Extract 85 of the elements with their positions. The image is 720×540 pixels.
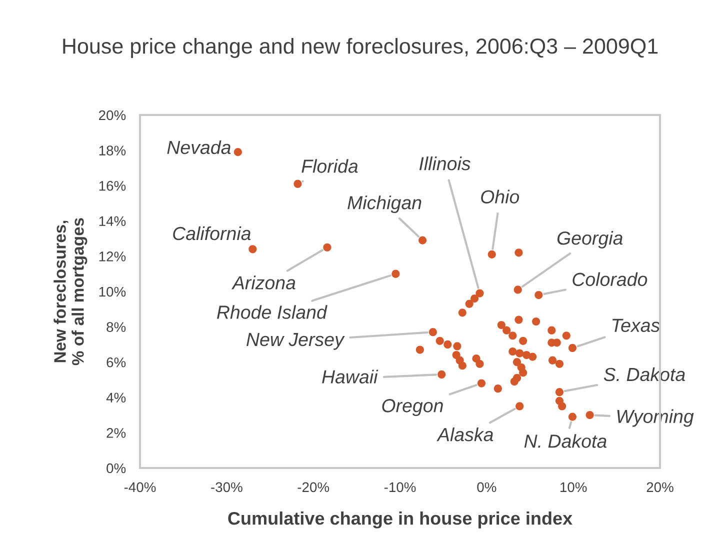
point — [519, 336, 528, 345]
annotation: Texas — [612, 318, 660, 332]
point — [465, 300, 474, 308]
point — [477, 379, 486, 388]
point — [534, 290, 543, 300]
point — [516, 349, 524, 358]
point — [436, 336, 444, 345]
point — [586, 411, 594, 420]
point — [453, 342, 462, 350]
point — [444, 340, 452, 348]
chart-title: House price change and new foreclosures, 2006:Q3 – 2009Q1 — [63, 38, 658, 58]
annotation: Arizona — [231, 276, 296, 290]
annotation: Michigan — [348, 196, 422, 214]
x-tick-label: -10% — [384, 482, 416, 492]
annotation: Illinois — [419, 156, 470, 170]
x-tick-label: -20% — [298, 482, 330, 492]
point — [548, 326, 556, 334]
point — [528, 352, 537, 361]
point — [294, 180, 302, 188]
point — [514, 248, 523, 257]
point — [532, 317, 540, 326]
y-tick-label: 0% — [106, 463, 126, 474]
annotation: N. Dakota — [524, 434, 607, 448]
annotation: California — [173, 226, 251, 240]
annotation: Oregon — [382, 399, 443, 416]
point — [497, 320, 506, 330]
point — [568, 344, 577, 352]
x-tick-label: 20% — [646, 482, 674, 492]
point — [519, 368, 528, 377]
x-axis-title: Cumulative change in house price index — [228, 512, 572, 528]
point — [470, 294, 479, 303]
point — [555, 360, 564, 368]
annotation: Ohio — [481, 190, 520, 204]
x-tick-label: 10% — [560, 482, 587, 492]
annotation: Hawaii — [322, 370, 378, 384]
point — [458, 362, 466, 370]
y-tick-label: 8% — [106, 322, 126, 332]
annotation: Georgia — [557, 230, 623, 248]
annotation: Colorado — [572, 272, 648, 286]
point — [514, 316, 523, 324]
y-tick-label: 12% — [99, 252, 126, 262]
point — [510, 377, 518, 386]
point — [562, 332, 570, 340]
point — [548, 356, 557, 364]
x-tick-label: 0% — [477, 482, 496, 492]
point — [494, 384, 502, 393]
point — [234, 148, 242, 156]
point — [558, 402, 566, 410]
point — [323, 243, 332, 252]
point — [416, 346, 424, 354]
point — [555, 388, 564, 396]
point — [458, 308, 466, 317]
y-tick-label: 2% — [106, 428, 126, 438]
annotation: Wyoming — [617, 409, 694, 427]
point — [418, 236, 427, 244]
annotation: Alaska — [436, 427, 494, 442]
point — [488, 250, 496, 258]
y-tick-label: 4% — [106, 392, 126, 403]
annotation: S. Dakota — [604, 367, 685, 382]
y-tick-label: 10% — [99, 286, 126, 297]
y-tick-label: 20% — [99, 110, 126, 120]
point — [438, 370, 446, 379]
point — [508, 332, 517, 340]
annotation: Nevada — [167, 140, 231, 154]
point — [476, 360, 484, 368]
y-tick-label: 18% — [99, 146, 126, 156]
annotation: New Jersey — [246, 333, 345, 350]
x-tick-label: -30% — [211, 482, 242, 492]
point — [514, 286, 522, 294]
point — [476, 289, 484, 298]
point — [428, 328, 437, 336]
point — [512, 358, 522, 366]
y-tick-label: 6% — [106, 357, 126, 368]
point — [502, 326, 511, 334]
y-axis-title: New foreclosures, % of all mortgages — [54, 218, 88, 366]
point — [248, 245, 257, 254]
annotation: Rhode Island — [217, 305, 328, 319]
y-tick-label: 14% — [99, 216, 126, 226]
annotation: Florida — [302, 159, 358, 173]
point — [568, 412, 577, 421]
y-tick-label: 16% — [99, 180, 126, 191]
point — [508, 347, 517, 356]
point — [392, 270, 400, 278]
x-tick-label: -40% — [124, 482, 156, 492]
point — [516, 402, 524, 410]
